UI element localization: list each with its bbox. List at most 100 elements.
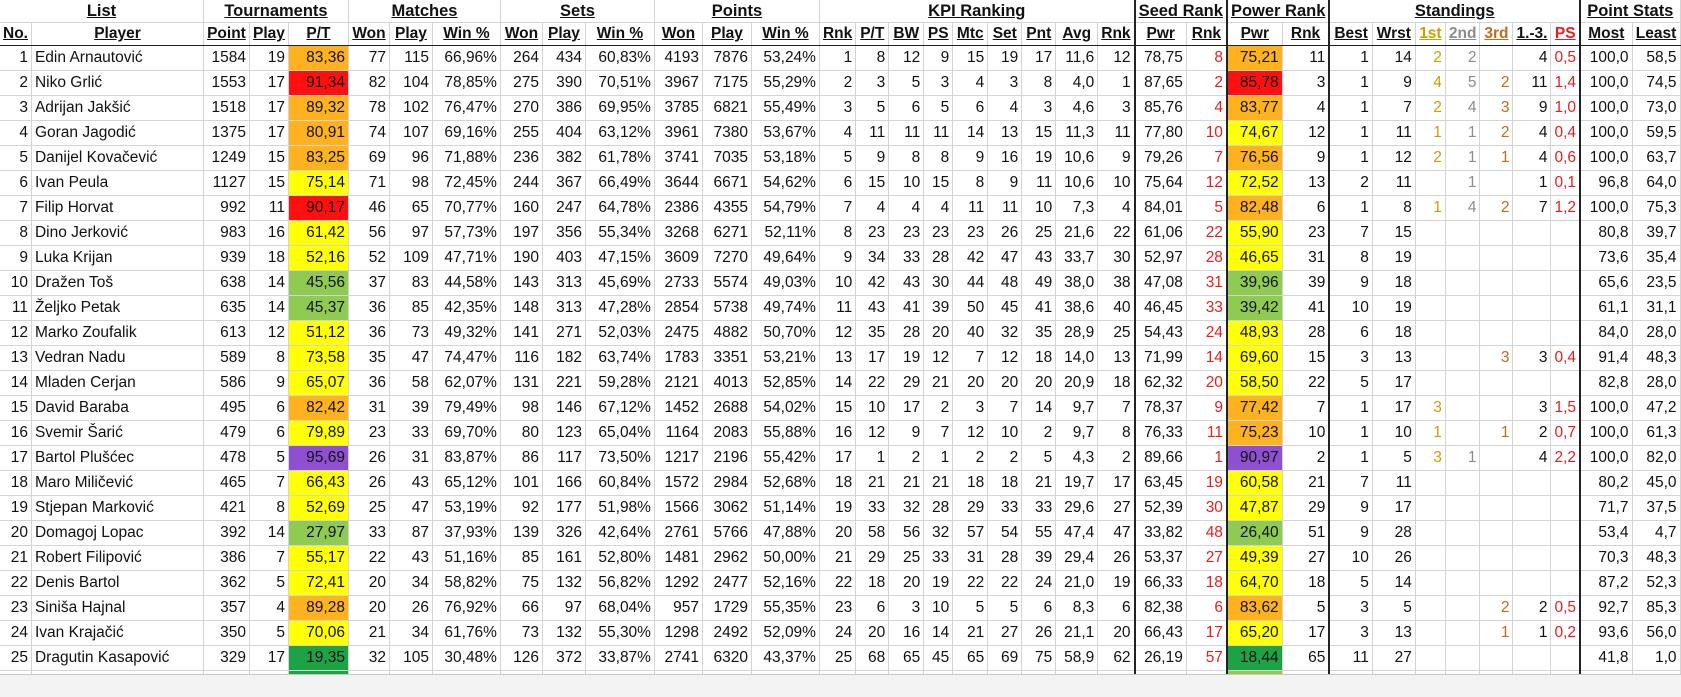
- column-header-9[interactable]: Play: [542, 22, 586, 46]
- cell-c24[interactable]: 5: [1186, 195, 1228, 221]
- cell-c0[interactable]: 5: [0, 145, 32, 171]
- cell-c7[interactable]: 51,16%: [432, 545, 501, 571]
- cell-c3[interactable]: 7: [249, 470, 289, 496]
- cell-c33[interactable]: 0,5: [1550, 595, 1581, 621]
- cell-c33[interactable]: 0,6: [1550, 145, 1581, 171]
- cell-c11[interactable]: 3741: [653, 145, 703, 171]
- cell-c20[interactable]: 21: [1021, 470, 1057, 496]
- cell-c11[interactable]: 2854: [653, 295, 703, 321]
- cell-c2[interactable]: 465: [202, 470, 250, 496]
- cell-c29[interactable]: [1415, 370, 1446, 396]
- cell-c20[interactable]: 6: [1021, 595, 1057, 621]
- cell-c14[interactable]: 23: [818, 595, 857, 621]
- cell-c15[interactable]: 21: [855, 470, 890, 496]
- cell-c0[interactable]: 25: [0, 645, 32, 671]
- cell-c35[interactable]: 59,5: [1632, 120, 1681, 146]
- cell-c15[interactable]: 1: [855, 445, 890, 471]
- cell-c25[interactable]: 76,56: [1225, 145, 1283, 171]
- cell-c14[interactable]: 25: [818, 645, 857, 671]
- cell-c8[interactable]: 190: [499, 245, 543, 271]
- cell-c24[interactable]: 48: [1186, 520, 1228, 546]
- cell-c11[interactable]: 2121: [653, 370, 703, 396]
- cell-c12[interactable]: 7876: [702, 45, 752, 71]
- cell-c22[interactable]: 18: [1097, 370, 1136, 396]
- cell-c30[interactable]: [1445, 620, 1481, 646]
- column-header-19[interactable]: Set: [987, 22, 1023, 46]
- cell-c27[interactable]: 5: [1328, 570, 1373, 596]
- cell-c31[interactable]: [1479, 520, 1514, 546]
- cell-c23[interactable]: 53,37: [1133, 545, 1187, 571]
- cell-c11[interactable]: 2741: [653, 645, 703, 671]
- cell-c11[interactable]: 1164: [653, 420, 703, 446]
- cell-c21[interactable]: 38,0: [1055, 270, 1099, 296]
- cell-c33[interactable]: [1550, 270, 1581, 296]
- cell-c19[interactable]: 22: [987, 570, 1023, 596]
- cell-c24[interactable]: 14: [1186, 345, 1228, 371]
- cell-c20[interactable]: 55: [1021, 520, 1057, 546]
- cell-c15[interactable]: 22: [855, 370, 890, 396]
- cell-c10[interactable]: 55,30%: [585, 620, 655, 646]
- cell-c21[interactable]: 28,9: [1055, 320, 1099, 346]
- cell-c21[interactable]: 21,1: [1055, 620, 1099, 646]
- cell-c0[interactable]: 2: [0, 70, 32, 96]
- cell-c2[interactable]: 635: [202, 295, 250, 321]
- column-header-17[interactable]: PS: [923, 22, 954, 46]
- cell-c24[interactable]: 2: [1186, 70, 1228, 96]
- cell-c17[interactable]: 12: [923, 345, 954, 371]
- cell-c24[interactable]: 11: [1186, 420, 1228, 446]
- cell-c31[interactable]: [1479, 45, 1514, 71]
- cell-c6[interactable]: 33: [389, 420, 433, 446]
- cell-c29[interactable]: 1: [1415, 120, 1446, 146]
- cell-c29[interactable]: [1415, 270, 1446, 296]
- cell-c13[interactable]: 53,18%: [751, 145, 820, 171]
- cell-c9[interactable]: 403: [542, 245, 586, 271]
- cell-c9[interactable]: 386: [542, 95, 586, 121]
- cell-c28[interactable]: 13: [1372, 620, 1416, 646]
- cell-c2[interactable]: 362: [202, 570, 250, 596]
- cell-c0[interactable]: 1: [0, 45, 32, 71]
- cell-c30[interactable]: [1445, 520, 1481, 546]
- cell-c14[interactable]: 14: [818, 370, 857, 396]
- cell-c25[interactable]: 48,93: [1225, 320, 1283, 346]
- cell-c6[interactable]: 34: [389, 620, 433, 646]
- cell-c7[interactable]: 53,19%: [432, 495, 501, 521]
- column-header-10[interactable]: Win %: [585, 22, 655, 46]
- cell-c20[interactable]: 2: [1021, 420, 1057, 446]
- cell-c23[interactable]: 79,26: [1133, 145, 1187, 171]
- cell-c13[interactable]: 55,42%: [751, 445, 820, 471]
- cell-c16[interactable]: 6: [888, 95, 925, 121]
- cell-player[interactable]: Niko Grlić: [31, 70, 204, 96]
- cell-c15[interactable]: 8: [855, 45, 890, 71]
- cell-c31[interactable]: [1479, 270, 1514, 296]
- cell-c16[interactable]: 17: [888, 395, 925, 421]
- cell-c22[interactable]: 3: [1097, 95, 1136, 121]
- cell-c14[interactable]: 6: [818, 170, 857, 196]
- cell-c31[interactable]: 2: [1479, 120, 1514, 146]
- cell-c11[interactable]: 957: [653, 595, 703, 621]
- cell-c7[interactable]: 66,96%: [432, 45, 501, 71]
- cell-c18[interactable]: 31: [952, 545, 989, 571]
- cell-c27[interactable]: 3: [1328, 595, 1373, 621]
- cell-c29[interactable]: [1415, 570, 1446, 596]
- cell-c7[interactable]: 79,49%: [432, 395, 501, 421]
- cell-c10[interactable]: 60,84%: [585, 470, 655, 496]
- cell-c18[interactable]: 22: [952, 570, 989, 596]
- cell-c18[interactable]: 3: [952, 395, 989, 421]
- cell-c19[interactable]: 9: [987, 170, 1023, 196]
- cell-c24[interactable]: 12: [1186, 170, 1228, 196]
- cell-c12[interactable]: 7175: [702, 70, 752, 96]
- cell-c9[interactable]: 434: [542, 45, 586, 71]
- cell-c33[interactable]: [1550, 245, 1581, 271]
- column-header-30[interactable]: 2nd: [1445, 22, 1481, 46]
- cell-c9[interactable]: 97: [542, 595, 586, 621]
- cell-c23[interactable]: 71,99: [1133, 345, 1187, 371]
- cell-c16[interactable]: 19: [888, 345, 925, 371]
- cell-player[interactable]: Edin Arnautović: [31, 45, 204, 71]
- cell-c5[interactable]: 52: [347, 245, 390, 271]
- cell-c2[interactable]: 992: [202, 195, 250, 221]
- cell-c17[interactable]: 20: [923, 320, 954, 346]
- cell-c14[interactable]: 3: [818, 95, 857, 121]
- cell-c10[interactable]: 65,04%: [585, 420, 655, 446]
- cell-c30[interactable]: [1445, 420, 1481, 446]
- cell-c25[interactable]: 46,65: [1225, 245, 1283, 271]
